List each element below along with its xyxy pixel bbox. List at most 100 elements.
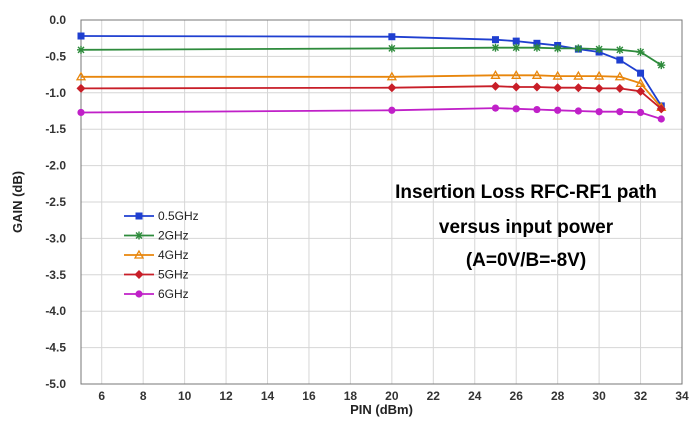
y-tick-label: -1.5 (45, 122, 66, 136)
data-point-marker (491, 36, 499, 44)
legend-swatch-marker (135, 231, 143, 240)
data-point-marker (637, 69, 645, 77)
x-tick-label: 8 (140, 389, 147, 403)
x-tick-label: 14 (261, 389, 275, 403)
legend-item: 2GHz (124, 229, 189, 243)
x-tick-label: 18 (344, 389, 358, 403)
y-axis-label: GAIN (dB) (10, 171, 25, 233)
series-0.5GHz (77, 32, 665, 110)
data-point-marker (77, 108, 85, 117)
legend-item: 6GHz (124, 287, 189, 301)
data-point-marker (533, 105, 541, 114)
data-point-marker (574, 44, 583, 53)
legend-item: 5GHz (124, 268, 189, 282)
data-point-marker (387, 44, 396, 53)
y-tick-label: -4.5 (45, 341, 66, 355)
series-5GHz (76, 81, 666, 114)
legend-swatch-marker (134, 270, 144, 279)
data-point-marker (76, 83, 86, 93)
chart-annotation: Insertion Loss RFC-RF1 path versus input… (395, 182, 657, 271)
x-tick-label: 26 (510, 389, 524, 403)
data-point-marker (490, 81, 500, 91)
data-point-marker (531, 70, 543, 79)
data-point-marker (595, 45, 604, 54)
data-point-marker (533, 39, 541, 47)
series-line (81, 74, 662, 108)
legend: 0.5GHz 2GHz 4GHz 5GHz 6GHz (124, 209, 199, 301)
data-point-marker (388, 106, 396, 114)
data-point-marker (512, 105, 520, 113)
data-point-marker (594, 83, 604, 93)
data-point-marker (77, 45, 85, 54)
data-point-marker (614, 71, 625, 81)
annotation-line-2: versus input power (439, 217, 614, 238)
data-point-marker (593, 70, 605, 80)
x-tick-labels: 6 8 10 12 14 16 18 20 22 24 26 28 30 32 34 (98, 389, 689, 403)
data-point-marker (656, 104, 666, 114)
legend-swatch-marker (135, 290, 143, 298)
x-tick-label: 22 (427, 389, 441, 403)
annotation-line-1: Insertion Loss RFC-RF1 path (395, 182, 657, 203)
data-point-marker (573, 83, 583, 93)
data-point-marker (635, 78, 646, 87)
x-tick-label: 32 (634, 389, 648, 403)
data-point-marker (636, 48, 645, 57)
x-tick-label: 28 (551, 389, 565, 403)
series-line (80, 85, 662, 110)
legend-item: 0.5GHz (124, 209, 199, 223)
series-2GHz (77, 43, 666, 70)
data-point-marker (511, 82, 521, 92)
data-point-marker (657, 115, 665, 123)
data-point-marker (491, 43, 500, 52)
data-point-marker (554, 106, 562, 114)
data-point-marker (532, 43, 541, 52)
data-point-marker (532, 82, 542, 92)
legend-label: 6GHz (158, 287, 189, 301)
y-tick-label: -4.0 (45, 304, 66, 318)
x-tick-label: 34 (675, 389, 689, 403)
data-point-marker (636, 108, 645, 117)
y-tick-label: -1.0 (45, 86, 66, 100)
data-point-marker (77, 32, 85, 40)
data-point-marker (512, 43, 521, 52)
data-point-marker (386, 71, 397, 81)
x-tick-label: 20 (385, 389, 399, 403)
data-point-marker (636, 86, 646, 96)
series-line (80, 35, 663, 107)
legend-label: 2GHz (158, 229, 189, 243)
y-tick-label: -3.0 (45, 231, 66, 245)
data-point-marker (491, 104, 500, 112)
data-point-marker (616, 108, 624, 116)
legend-label: 4GHz (158, 248, 189, 262)
x-tick-label: 16 (302, 389, 316, 403)
data-point-marker (616, 56, 624, 64)
legend-label: 5GHz (158, 268, 189, 282)
series-layer (75, 32, 667, 123)
legend-swatch-marker (135, 212, 143, 220)
annotation-line-3: (A=0V/B=-8V) (466, 250, 586, 271)
series-4GHz (75, 70, 667, 112)
data-point-marker (574, 107, 582, 115)
data-point-marker (573, 70, 584, 80)
x-tick-label: 12 (219, 389, 233, 403)
series-line (80, 107, 662, 120)
y-tick-label: 0.0 (49, 13, 66, 27)
legend-item: 4GHz (124, 248, 189, 262)
y-tick-label: -5.0 (45, 377, 66, 391)
data-point-marker (387, 83, 397, 93)
data-point-marker (553, 44, 562, 53)
legend-swatch-marker (133, 249, 145, 259)
y-tick-labels: 0.0 -0.5 -1.0 -1.5 -2.0 -2.5 -3.0 -3.5 -4.0 -4.5 -… (45, 13, 66, 391)
x-tick-label: 10 (178, 389, 192, 403)
data-point-marker (553, 83, 563, 93)
data-point-marker (388, 33, 396, 41)
x-tick-label: 30 (592, 389, 606, 403)
legend-label: 0.5GHz (158, 209, 199, 223)
plot-area-frame (80, 19, 683, 385)
x-tick-label: 6 (98, 389, 105, 403)
data-point-marker (657, 61, 666, 70)
data-point-marker (490, 70, 501, 79)
data-point-marker (615, 45, 624, 54)
y-tick-label: -0.5 (45, 49, 66, 63)
